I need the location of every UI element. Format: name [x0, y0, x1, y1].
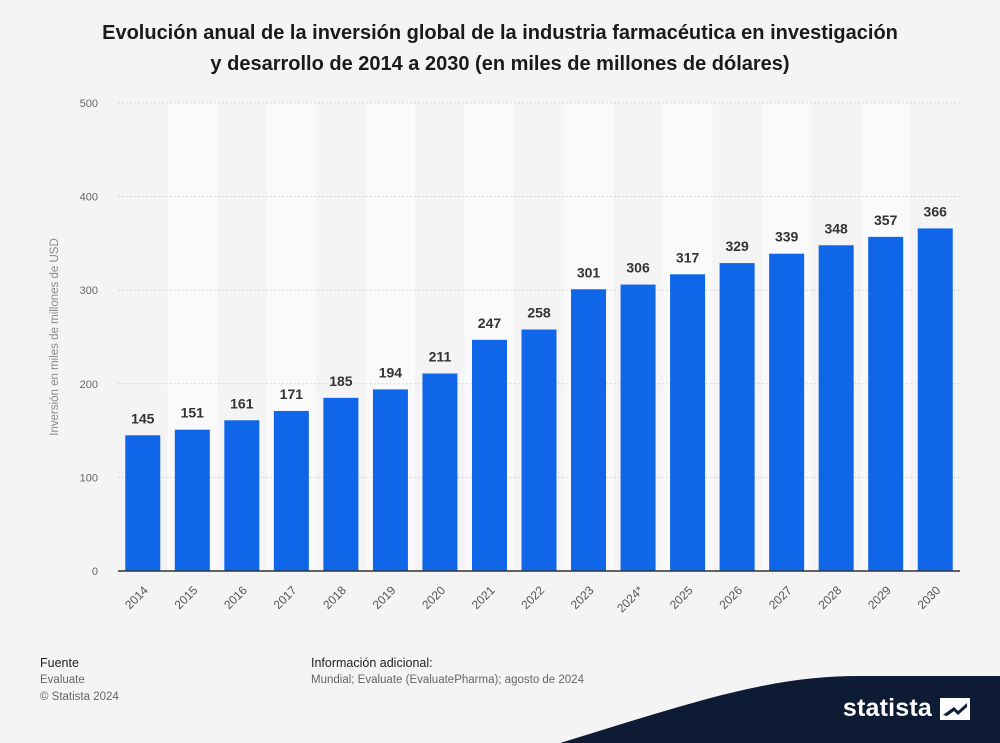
bar [769, 253, 805, 572]
bar [670, 274, 706, 571]
source-line: Evaluate [40, 674, 85, 686]
bar [224, 420, 260, 571]
data-label: 247 [478, 315, 502, 331]
data-label: 171 [280, 386, 304, 402]
brand-wordmark: statista [842, 694, 932, 722]
bar [372, 389, 408, 571]
bar [620, 284, 656, 571]
chart-title-line-2: y desarrollo de 2014 a 2030 (en miles de… [210, 53, 790, 75]
y-tick-label: 400 [80, 192, 98, 204]
data-label: 301 [577, 264, 601, 280]
y-tick-label: 300 [80, 285, 98, 297]
info-text: Mundial; Evaluate (EvaluatePharma); agos… [311, 674, 584, 686]
bar [471, 339, 507, 571]
y-tick-label: 0 [92, 566, 98, 578]
y-axis-label: Inversión en miles de millones de USD [49, 238, 61, 436]
data-label: 161 [230, 395, 254, 411]
bar [422, 373, 458, 571]
bar [818, 245, 854, 571]
source-block: Fuente Evaluate © Statista 2024 [40, 655, 119, 706]
data-label: 329 [725, 238, 749, 254]
data-label: 366 [924, 203, 948, 219]
y-tick-label: 500 [80, 98, 98, 110]
brand-band-shape [560, 676, 1000, 743]
data-label: 185 [329, 373, 353, 389]
data-label: 306 [626, 260, 650, 276]
data-label: 339 [775, 229, 799, 245]
bar [521, 329, 557, 571]
copyright-line: © Statista 2024 [40, 691, 119, 703]
statista-logo[interactable]: statista [843, 694, 970, 723]
bar [719, 263, 755, 571]
data-label: 194 [379, 364, 403, 380]
data-label: 357 [874, 212, 898, 228]
bar [273, 410, 309, 571]
chart-title-line-1: Evolución anual de la inversión global d… [102, 22, 898, 44]
data-label: 258 [527, 305, 551, 321]
statista-logo-icon [940, 697, 970, 720]
bar [125, 435, 161, 571]
chart-title: Evolución anual de la inversión global d… [40, 18, 960, 80]
data-label: 145 [131, 410, 155, 426]
info-heading[interactable]: Información adicional: [311, 656, 433, 670]
data-label: 151 [181, 405, 205, 421]
bar [323, 397, 359, 571]
bar [571, 289, 607, 571]
bar [174, 429, 210, 571]
data-label: 211 [429, 349, 452, 365]
bar [917, 228, 953, 571]
data-label: 317 [676, 249, 700, 265]
y-tick-label: 100 [80, 472, 98, 484]
bar [868, 236, 904, 571]
source-heading: Fuente [40, 656, 79, 670]
info-block: Información adicional: Mundial; Evaluate… [311, 655, 584, 689]
y-tick-label: 200 [80, 379, 98, 391]
data-label: 348 [824, 220, 848, 236]
